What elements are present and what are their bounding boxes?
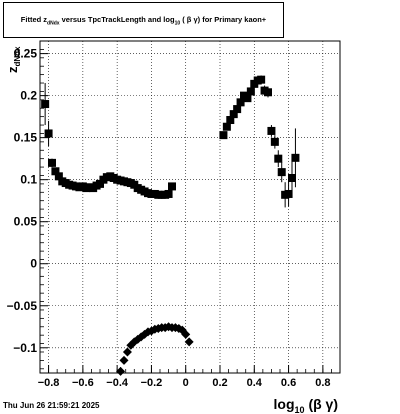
data-point-square	[270, 137, 279, 146]
data-point-square	[264, 88, 272, 97]
y-tick-label: 0	[30, 257, 37, 271]
x-tick-label: −0.6	[72, 377, 94, 389]
data-point-square	[164, 189, 173, 198]
x-axis-label: log10 (β γ)	[274, 396, 338, 414]
data-point-diamond	[116, 366, 126, 376]
data-point-square	[284, 189, 293, 198]
data-point-diamond	[122, 347, 132, 357]
plot-frame	[39, 40, 341, 374]
x-tick-label: 0.2	[212, 377, 227, 389]
data-point-square	[41, 100, 50, 109]
data-point-square	[51, 167, 60, 176]
data-point-square	[229, 110, 238, 119]
y-axis-label: zdNdx	[5, 46, 22, 73]
data-point-square	[267, 126, 276, 135]
y-tick-label: 0.2	[20, 89, 37, 103]
data-point-square	[54, 172, 63, 181]
data-point-diamond	[119, 355, 129, 365]
x-tick-label: 0.4	[247, 377, 263, 389]
data-point-square	[233, 105, 242, 114]
data-point-square	[274, 154, 283, 163]
data-point-square	[219, 131, 228, 140]
y-tick-label: 0.1	[20, 173, 37, 187]
y-tick-label: 0.15	[14, 131, 38, 145]
y-tick-label: −0.05	[7, 299, 38, 313]
data-point-square	[222, 122, 231, 131]
data-point-square	[246, 87, 255, 96]
data-point-diamond	[184, 337, 194, 347]
title-part-2: versus TpcTrackLength and log	[59, 15, 175, 24]
data-point-square	[168, 182, 176, 191]
y-tick-label: 0.25	[14, 47, 38, 61]
data-point-square	[236, 98, 245, 107]
x-tick-label: 0.6	[281, 377, 296, 389]
timestamp: Thu Jun 26 21:59:21 2025	[3, 401, 100, 410]
data-point-square	[44, 129, 53, 138]
data-point-square	[96, 179, 104, 188]
title-subscript-1: dNdx	[47, 20, 60, 27]
data-point-diamond	[181, 329, 191, 339]
x-tick-label: −0.4	[106, 377, 129, 389]
title-subscript-2: 10	[174, 20, 181, 27]
data-point-square	[243, 94, 252, 103]
title-part-1: Fitted z	[20, 15, 48, 24]
data-point-square	[226, 116, 235, 125]
y-tick-label: −0.1	[13, 341, 37, 355]
x-tick-label: 0	[183, 377, 189, 389]
chart-title: Fitted zdNdx versus TpcTrackLength and l…	[4, 15, 283, 27]
data-point-square	[277, 168, 286, 177]
x-tick-label: 0.8	[315, 377, 330, 389]
chart-title-box: Fitted zdNdx versus TpcTrackLength and l…	[3, 2, 284, 38]
x-tick-label: −0.8	[38, 377, 60, 389]
x-tick-label: −0.2	[141, 377, 163, 389]
y-tick-label: 0.05	[14, 215, 38, 229]
data-point-square	[48, 158, 56, 167]
data-point-square	[288, 174, 296, 183]
data-point-square	[257, 75, 266, 84]
title-part-3: ( β γ) for Primary kaon+	[180, 15, 267, 24]
data-point-square	[291, 153, 300, 162]
